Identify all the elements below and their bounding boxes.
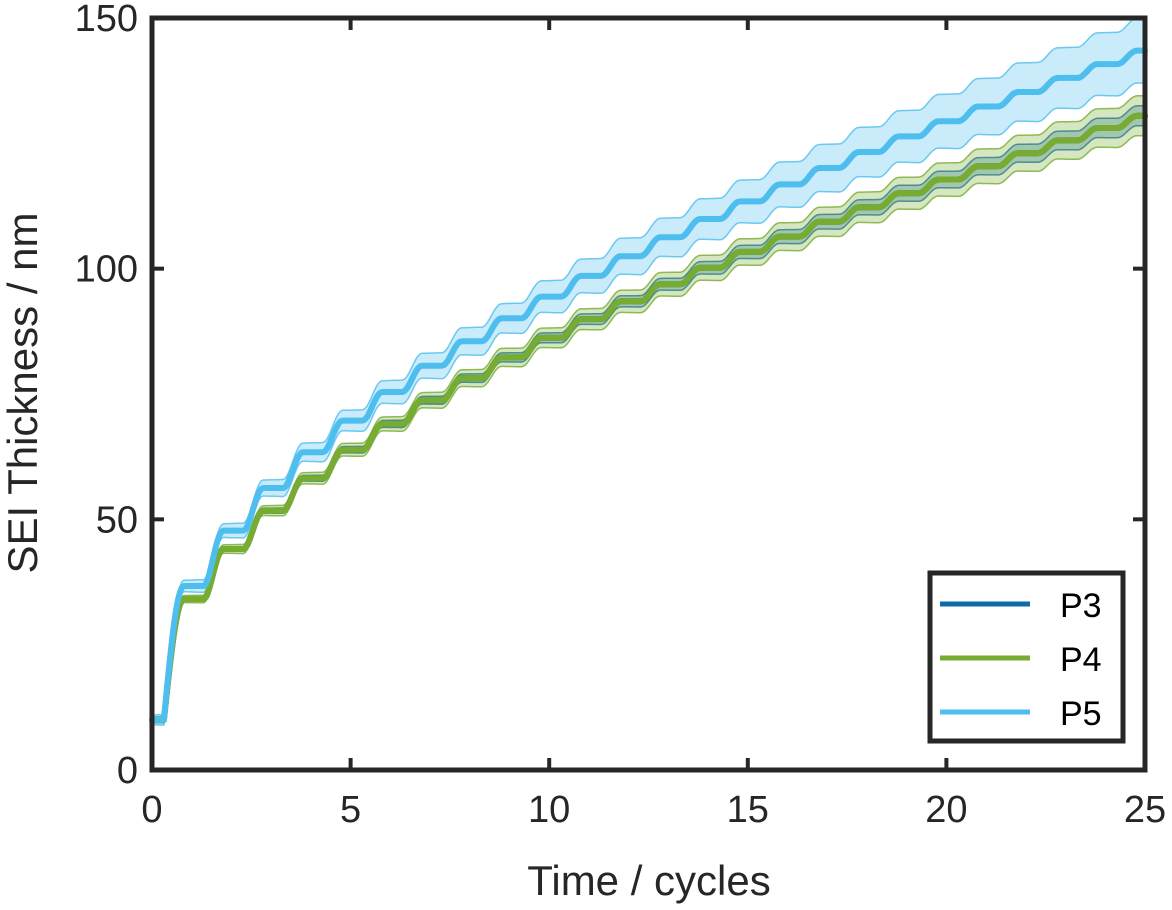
y-tick-label: 50 xyxy=(96,499,138,541)
plot-frame xyxy=(149,15,1148,773)
legend-label-p4: P4 xyxy=(1060,641,1102,679)
x-tick-label: 15 xyxy=(727,789,769,831)
legend-label-p5: P5 xyxy=(1060,695,1102,733)
line-p5 xyxy=(149,47,1148,723)
legend: P3 P4 P5 xyxy=(927,570,1126,744)
axes: 0 5 10 15 20 25 0 50 100 150 xyxy=(75,0,1167,831)
legend-label-p3: P3 xyxy=(1060,587,1102,625)
y-tick-label: 0 xyxy=(117,750,138,792)
x-tick-label: 10 xyxy=(528,789,570,831)
line-p4 xyxy=(149,112,1148,723)
series-lines xyxy=(149,47,1148,723)
x-tick-label: 0 xyxy=(141,789,162,831)
y-tick-label: 150 xyxy=(75,0,138,40)
y-tick-label: 100 xyxy=(75,249,138,291)
x-tick-label: 20 xyxy=(925,789,967,831)
x-tick-label: 5 xyxy=(340,789,361,831)
x-tick-label: 25 xyxy=(1124,789,1166,831)
x-axis-label: Time / cycles xyxy=(527,857,770,904)
y-axis-label: SEI Thickness / nm xyxy=(0,212,46,573)
